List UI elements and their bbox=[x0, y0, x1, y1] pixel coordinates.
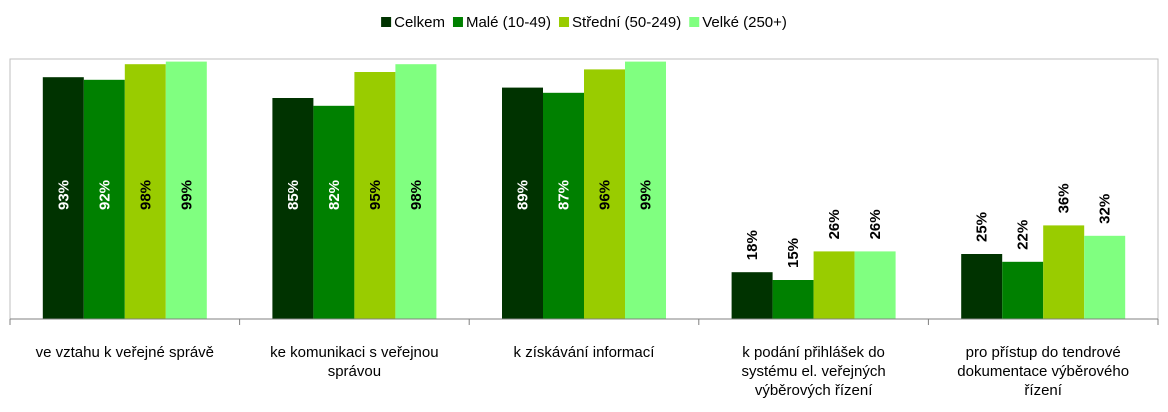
legend-swatch bbox=[689, 17, 700, 27]
value-label: 96% bbox=[596, 180, 613, 210]
x-tick-label: ke komunikaci s veřejnou správou bbox=[270, 344, 439, 380]
legend-swatch bbox=[452, 17, 463, 27]
x-tick-label: ve vztahu k veřejné správě bbox=[35, 344, 215, 361]
value-label: 95% bbox=[367, 180, 384, 210]
value-label: 26% bbox=[826, 209, 843, 239]
value-label: 25% bbox=[974, 212, 991, 242]
bar bbox=[83, 79, 125, 319]
legend-swatch bbox=[559, 17, 570, 27]
bar bbox=[395, 64, 437, 319]
value-label: 93% bbox=[55, 180, 72, 210]
value-label: 98% bbox=[408, 180, 425, 210]
bar bbox=[1002, 261, 1044, 319]
bar bbox=[854, 251, 896, 319]
legend-label: Velké (250+) bbox=[702, 14, 787, 31]
bar bbox=[313, 105, 355, 319]
x-tick-label: k podání přihlášek do systému el. veřejn… bbox=[741, 344, 886, 399]
value-label: 99% bbox=[178, 180, 195, 210]
bar bbox=[772, 280, 814, 319]
value-label: 32% bbox=[1097, 194, 1114, 224]
value-label: 87% bbox=[555, 180, 572, 210]
value-label: 26% bbox=[867, 209, 884, 239]
bar bbox=[1084, 235, 1126, 319]
value-label: 82% bbox=[326, 180, 343, 210]
value-label: 36% bbox=[1056, 183, 1073, 213]
value-label: 89% bbox=[514, 180, 531, 210]
bar bbox=[961, 254, 1003, 319]
bar bbox=[625, 61, 666, 319]
legend-label: Střední (50-249) bbox=[572, 14, 681, 31]
value-label: 92% bbox=[96, 180, 113, 210]
x-tick-label: k získávání informací bbox=[513, 344, 655, 361]
bar bbox=[272, 98, 314, 319]
bar bbox=[584, 69, 625, 320]
bar bbox=[813, 251, 855, 319]
legend-swatch bbox=[381, 17, 392, 27]
bar bbox=[165, 61, 207, 319]
bar bbox=[731, 272, 773, 319]
value-label: 15% bbox=[785, 238, 802, 268]
value-label: 99% bbox=[637, 180, 654, 210]
value-label: 22% bbox=[1015, 220, 1032, 250]
x-tick-label: pro přístup do tendrové dokumentace výbě… bbox=[957, 344, 1130, 399]
bar bbox=[543, 92, 584, 319]
bar bbox=[1043, 225, 1085, 319]
value-label: 85% bbox=[285, 180, 302, 210]
bar bbox=[354, 72, 396, 319]
legend-label: Malé (10-49) bbox=[466, 14, 551, 31]
legend-label: Celkem bbox=[394, 14, 445, 31]
bar bbox=[42, 77, 84, 319]
value-label: 18% bbox=[744, 230, 761, 260]
bar bbox=[502, 87, 543, 319]
bar bbox=[124, 64, 166, 319]
value-label: 98% bbox=[137, 180, 154, 210]
